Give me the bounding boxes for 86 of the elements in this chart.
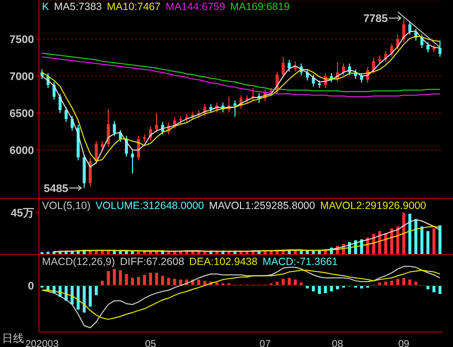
bar bbox=[124, 274, 128, 286]
candlestick bbox=[312, 74, 315, 87]
candlestick bbox=[64, 106, 68, 122]
text: MAVOL1:259285.8000 bbox=[209, 200, 316, 212]
candlestick bbox=[282, 56, 285, 78]
bar bbox=[294, 280, 297, 286]
bar bbox=[288, 278, 291, 286]
bar bbox=[396, 278, 400, 286]
annotation: 5485 bbox=[44, 183, 68, 196]
chart-title: VOL(5,10) bbox=[42, 200, 90, 212]
candlestick bbox=[372, 57, 376, 74]
candlestick bbox=[112, 120, 116, 136]
bar bbox=[94, 250, 98, 254]
y-tick-label: 6500 bbox=[10, 108, 34, 120]
bar bbox=[426, 231, 430, 254]
series-label: DIFF:67.2608 bbox=[120, 256, 184, 268]
bar bbox=[130, 278, 134, 286]
bar bbox=[432, 228, 436, 254]
bar bbox=[438, 225, 442, 254]
candlestick bbox=[88, 158, 92, 187]
y-tick-label: 45万 bbox=[10, 208, 34, 220]
text: MA144:6759 bbox=[166, 1, 226, 13]
x-axis-title: 日线 bbox=[2, 332, 24, 346]
y-tick-label: 7000 bbox=[10, 71, 34, 83]
bar bbox=[112, 250, 116, 254]
bar bbox=[161, 276, 164, 286]
bar bbox=[149, 272, 152, 286]
bar bbox=[94, 285, 98, 296]
x-tick-label: 05 bbox=[144, 339, 157, 347]
bar bbox=[82, 285, 86, 313]
bar bbox=[408, 280, 412, 286]
bar bbox=[300, 250, 303, 254]
bar bbox=[282, 278, 285, 286]
bar bbox=[402, 212, 406, 254]
candlestick bbox=[52, 82, 56, 100]
chart-title: MACD(12,26,9) bbox=[42, 256, 115, 268]
bar bbox=[76, 285, 80, 310]
series-label: DEA:102.9438 bbox=[189, 256, 258, 268]
bar bbox=[402, 278, 406, 286]
candlestick bbox=[106, 108, 110, 148]
bar bbox=[106, 271, 110, 286]
y-tick-label: 6000 bbox=[10, 144, 34, 157]
candlestick bbox=[94, 140, 98, 165]
bar bbox=[420, 226, 424, 254]
bar bbox=[318, 285, 321, 294]
x-tick-label: 07 bbox=[260, 339, 272, 347]
bar bbox=[390, 228, 394, 254]
bar bbox=[330, 285, 333, 292]
candlestick bbox=[408, 20, 412, 36]
candlestick bbox=[426, 42, 430, 53]
bar bbox=[155, 272, 158, 286]
text: MA169:6819 bbox=[230, 1, 290, 13]
bar bbox=[112, 268, 116, 286]
bar bbox=[312, 285, 315, 292]
text: VOLUME:312648.0000 bbox=[95, 200, 204, 212]
bar bbox=[384, 232, 388, 254]
bar bbox=[306, 250, 309, 254]
text: K bbox=[42, 1, 50, 13]
text: MA10:7467 bbox=[106, 1, 161, 13]
bar bbox=[378, 231, 382, 254]
candlestick bbox=[342, 63, 345, 76]
candlestick bbox=[130, 150, 134, 174]
bar bbox=[408, 214, 412, 254]
bar bbox=[167, 278, 170, 286]
ref-line-label: 0 bbox=[28, 280, 34, 292]
bar bbox=[136, 277, 140, 286]
series-label: MACD:-71.3661 bbox=[262, 256, 338, 268]
x-tick-label: 08 bbox=[332, 339, 344, 347]
x-tick-label: 202003 bbox=[25, 339, 60, 347]
series-label: MAVOL2:291926.9000 bbox=[320, 200, 426, 212]
bar bbox=[173, 278, 176, 286]
candlestick bbox=[438, 40, 442, 58]
text: MA5:7383 bbox=[54, 1, 102, 13]
bar bbox=[197, 280, 200, 286]
y-tick-label: 7500 bbox=[10, 34, 34, 46]
candlestick bbox=[360, 72, 364, 84]
bar bbox=[143, 274, 146, 286]
bar bbox=[414, 219, 418, 254]
bar bbox=[438, 285, 442, 294]
bar bbox=[324, 285, 327, 294]
bar bbox=[396, 226, 400, 254]
annotation: 7785 bbox=[363, 13, 388, 26]
candlestick bbox=[155, 112, 158, 133]
x-tick-label: 09 bbox=[398, 339, 410, 347]
bar bbox=[88, 285, 92, 307]
bar bbox=[118, 270, 122, 286]
